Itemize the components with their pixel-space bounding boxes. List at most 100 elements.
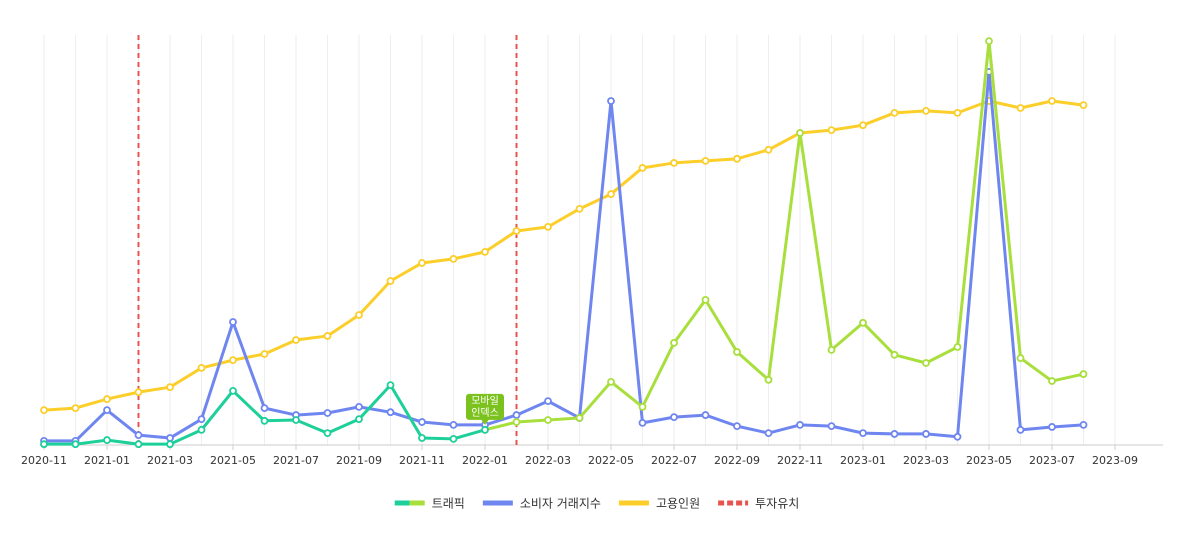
data-point [292, 336, 300, 344]
data-point [733, 422, 741, 431]
data-point [796, 129, 804, 137]
data-point [575, 204, 584, 213]
data-point [922, 430, 930, 438]
data-point [229, 386, 237, 395]
data-point [512, 418, 521, 426]
data-point [229, 318, 237, 326]
data-point [418, 418, 426, 426]
legend-item: 소비자 거래지수 [482, 497, 601, 511]
data-point [1079, 101, 1088, 110]
data-point [1079, 421, 1088, 429]
data-point [607, 377, 615, 386]
data-point [1016, 354, 1025, 362]
data-point [1016, 425, 1025, 434]
data-point [260, 416, 269, 425]
data-point [890, 109, 899, 117]
data-point [1079, 370, 1088, 378]
data-point [859, 429, 867, 438]
data-point [953, 432, 962, 441]
data-point [449, 421, 458, 429]
data-point [260, 404, 269, 413]
annotation-text: 모바일 [471, 395, 499, 407]
legend-label: 트래픽 [432, 497, 465, 511]
data-point [670, 159, 678, 167]
x-tick-label: 2023-05 [966, 454, 1012, 467]
data-point [449, 254, 458, 263]
data-point [386, 277, 395, 285]
data-point [103, 395, 111, 403]
data-point [733, 154, 741, 163]
data-point [544, 397, 552, 406]
x-tick-label: 2023-03 [903, 454, 949, 467]
data-point [1048, 377, 1056, 385]
data-point [827, 345, 836, 354]
data-point [890, 350, 899, 359]
data-point [260, 350, 269, 358]
legend-item: 트래픽 [394, 497, 465, 511]
legend: 트래픽 소비자 거래지수 고용인원 투자유치 [394, 497, 799, 511]
x-tick-label: 2020-11 [21, 454, 67, 467]
data-point [701, 411, 710, 419]
data-point [575, 414, 584, 422]
data-point [355, 311, 363, 319]
data-point [638, 163, 647, 172]
data-point [481, 425, 489, 434]
data-point [134, 388, 143, 397]
x-tick-label: 2021-07 [273, 454, 319, 467]
data-point [607, 97, 615, 105]
data-point [323, 409, 332, 417]
data-point [166, 383, 174, 392]
data-point [796, 421, 804, 429]
x-tick-label: 2022-07 [651, 454, 697, 467]
data-point [1016, 104, 1025, 112]
data-point [607, 190, 615, 198]
data-point [197, 425, 206, 434]
data-point [103, 406, 111, 415]
data-point [670, 413, 678, 422]
data-point [827, 126, 836, 135]
data-point [701, 295, 710, 304]
data-point [733, 348, 741, 356]
data-point [922, 106, 930, 115]
data-point [1048, 97, 1056, 105]
data-point [166, 440, 174, 449]
x-tick-label: 2021-03 [147, 454, 193, 467]
data-point [40, 406, 48, 415]
data-point [323, 332, 332, 340]
data-point [985, 37, 993, 46]
legend-label: 투자유치 [755, 497, 799, 511]
data-point [701, 156, 710, 165]
x-tick-label: 2022-03 [525, 454, 571, 467]
data-point [1048, 423, 1056, 431]
data-point [764, 375, 773, 384]
data-point [953, 343, 962, 351]
data-point [103, 436, 111, 444]
series-line [484, 39, 1084, 432]
data-point [449, 434, 458, 443]
x-tick-label: 2022-09 [714, 454, 760, 467]
data-point [197, 415, 206, 424]
data-point [481, 247, 489, 256]
legend-item: 고용인원 [618, 497, 700, 511]
data-point [418, 434, 426, 442]
legend-label: 소비자 거래지수 [520, 497, 601, 511]
data-point [418, 259, 426, 267]
data-point [166, 434, 174, 442]
data-point [512, 227, 521, 235]
data-point [638, 402, 647, 411]
data-point [544, 416, 552, 424]
x-tick-label: 2022-05 [588, 454, 634, 467]
data-point [71, 440, 80, 449]
annotation-pointer [481, 419, 489, 425]
data-point [292, 416, 300, 424]
legend-item: 투자유치 [718, 497, 799, 511]
data-point [355, 415, 363, 424]
data-point [355, 402, 363, 411]
data-point [953, 109, 962, 117]
data-point [544, 222, 552, 231]
series-line [44, 70, 1084, 443]
legend-label: 고용인원 [656, 497, 700, 511]
series-line [43, 99, 1084, 412]
x-tick-label: 2021-11 [399, 454, 445, 467]
